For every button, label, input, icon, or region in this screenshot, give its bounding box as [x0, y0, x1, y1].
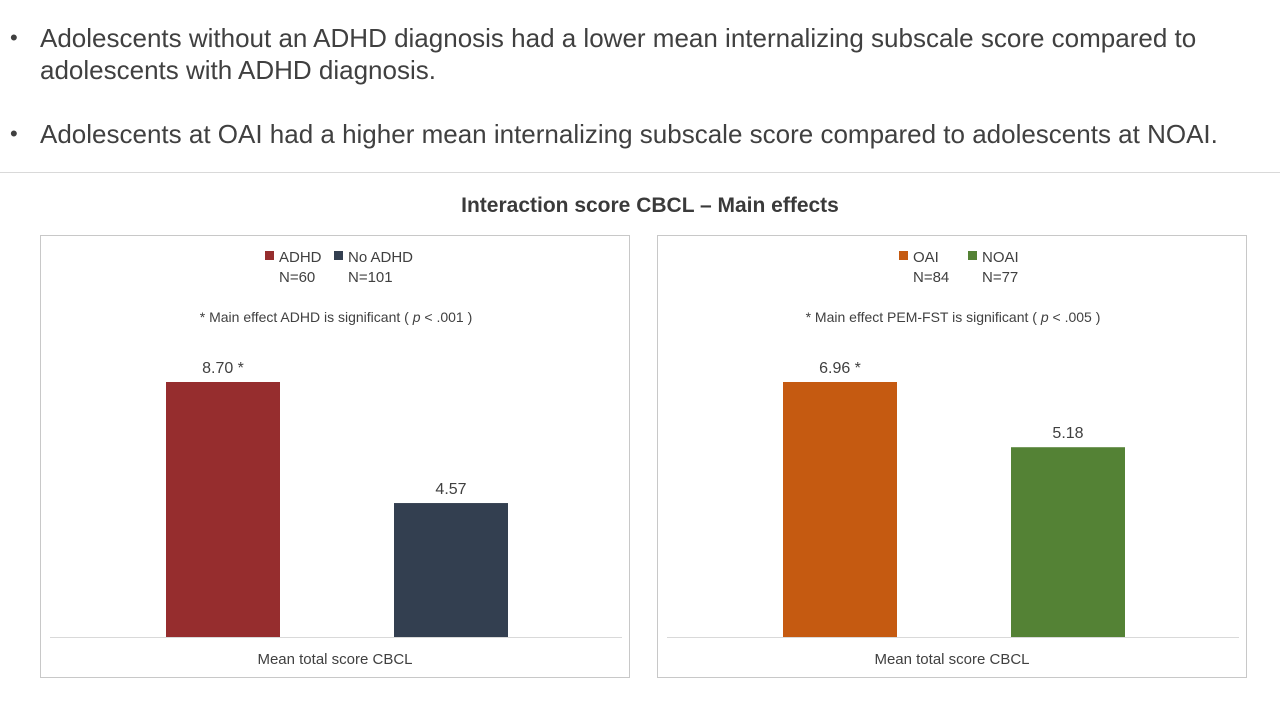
bullet-marker: • — [10, 121, 18, 146]
data-label-no-adhd: 4.57 — [435, 481, 466, 498]
bar-oai — [783, 382, 897, 637]
bullet-text-line: Adolescents at OAI had a higher mean int… — [40, 119, 1218, 149]
legend-n-adhd: N=60 — [279, 269, 315, 286]
bar-adhd — [166, 382, 280, 637]
chart-title: Interaction score CBCL – Main effects — [461, 194, 839, 217]
legend-swatch-noai — [968, 251, 977, 260]
legend-n-no-adhd: N=101 — [348, 269, 393, 286]
legend-label-oai: OAI — [913, 249, 939, 266]
chart-panel-adhd: ADHD N=60 No ADHD N=101 * Main effect ADHD i… — [40, 235, 630, 678]
data-label-oai: 6.96 * — [819, 360, 861, 377]
bar-chart-oai: OAI N=84 NOAI N=77 * Main effect PEM-FST is … — [667, 249, 1239, 668]
legend-n-noai: N=77 — [982, 269, 1018, 286]
bullet-item: • Adolescents without an ADHD diagnosis … — [10, 22, 1240, 86]
legend-label-noai: NOAI — [982, 249, 1019, 266]
data-label-noai: 5.18 — [1052, 425, 1083, 442]
bar-noai — [1011, 447, 1125, 637]
data-label-adhd: 8.70 * — [202, 360, 244, 377]
bullet-marker: • — [10, 25, 18, 50]
significance-note: * Main effect PEM-FST is significant ( p… — [806, 309, 1101, 325]
section-divider — [0, 172, 1280, 173]
legend-swatch-adhd — [265, 251, 274, 260]
bullet-text-line: Adolescents without an ADHD diagnosis ha… — [40, 23, 1197, 53]
legend-label-adhd: ADHD — [279, 249, 322, 266]
legend-label-no-adhd: No ADHD — [348, 249, 413, 266]
legend-swatch-no-adhd — [334, 251, 343, 260]
bullet-text-line: adolescents with ADHD diagnosis. — [40, 55, 436, 85]
bar-no-adhd — [394, 503, 508, 637]
bar-chart-adhd: ADHD N=60 No ADHD N=101 * Main effect ADHD i… — [50, 249, 622, 668]
legend-n-oai: N=84 — [913, 269, 949, 286]
x-axis-label: Mean total score CBCL — [874, 651, 1029, 668]
x-axis-label: Mean total score CBCL — [257, 651, 412, 668]
legend-swatch-oai — [899, 251, 908, 260]
significance-note: * Main effect ADHD is significant ( p < … — [200, 309, 473, 325]
chart-panel-oai: OAI N=84 NOAI N=77 * Main effect PEM-FST is … — [657, 235, 1247, 678]
bullet-item: • Adolescents at OAI had a higher mean i… — [10, 118, 1240, 150]
